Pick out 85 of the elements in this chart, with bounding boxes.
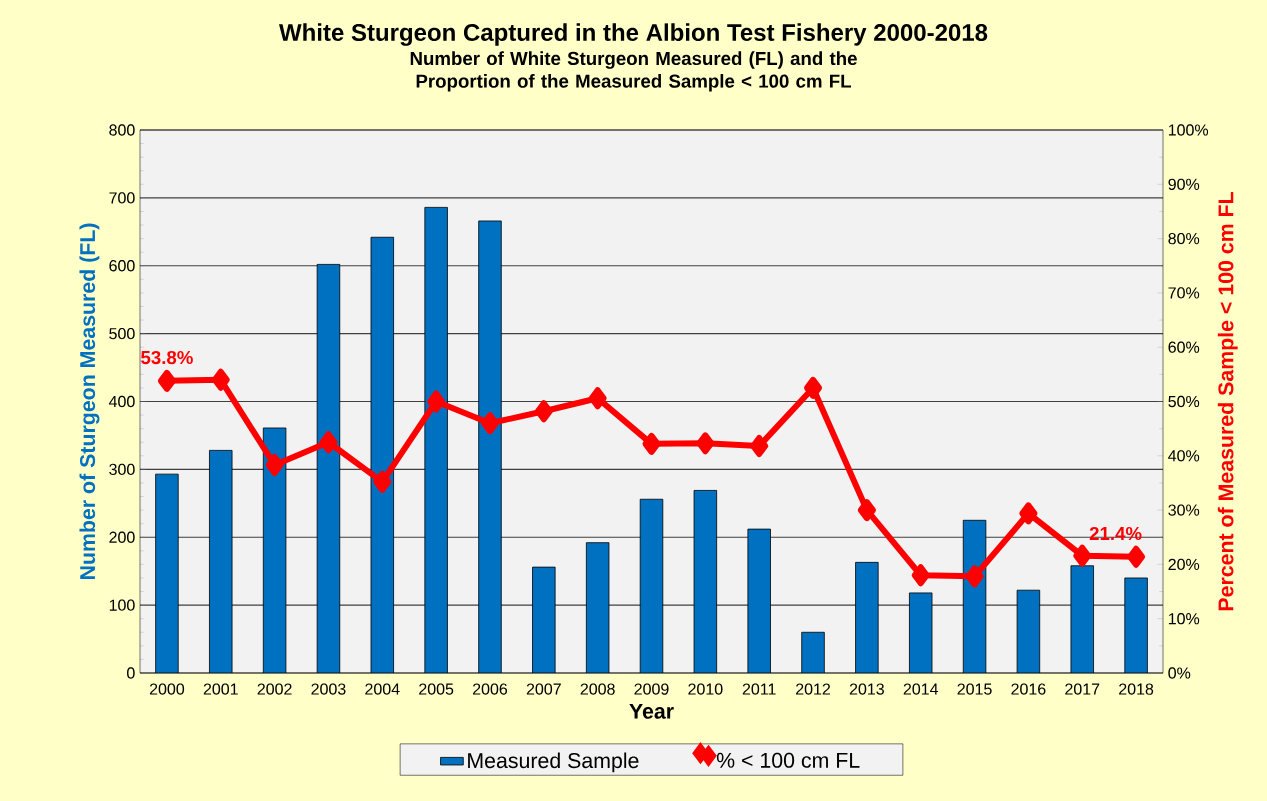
y-tick-label: 100 (109, 599, 135, 611)
y2-axis-title: Percent of Measured Sample < 100 cm FL (1217, 192, 1238, 611)
y2-tick-label: 30% (1168, 504, 1200, 516)
y2-tick-label: 80% (1168, 232, 1200, 245)
x-tick-label: 2010 (688, 683, 723, 695)
x-tick-label: 2017 (1065, 683, 1100, 695)
point (211, 368, 230, 391)
y-axis-title: Number of Sturgeon Measured (FL) (79, 223, 100, 580)
x-tick-label: 2008 (580, 683, 615, 695)
bar (639, 498, 664, 673)
bar (962, 519, 987, 673)
x-tick-label: 2004 (365, 683, 400, 695)
bar (478, 220, 502, 673)
bar (1124, 577, 1148, 673)
y2-tick-label: 70% (1168, 287, 1200, 299)
y-tick-label: 800 (109, 124, 135, 136)
y-tick-label: 500 (109, 327, 135, 340)
y-tick-label: 600 (109, 260, 135, 272)
point (857, 499, 876, 522)
bar (209, 449, 233, 673)
point (750, 435, 769, 458)
y2-tick-label: 20% (1168, 558, 1200, 571)
y2-tick-label: 10% (1168, 613, 1200, 625)
point (804, 376, 823, 399)
y-tick-label: 200 (109, 531, 135, 543)
bar (801, 631, 825, 673)
point (373, 470, 392, 493)
point (157, 369, 176, 392)
y2-tick-label: 60% (1168, 341, 1200, 353)
x-tick-label: 2014 (903, 683, 939, 695)
y2-tick-label: 90% (1168, 178, 1200, 190)
legend-label: % < 100 cm FL (716, 752, 860, 768)
x-tick-label: 2002 (257, 683, 292, 695)
x-tick-label: 2013 (849, 683, 884, 695)
chart-subtitle: Number of White Sturgeon Measured (FL) and the Proportion of the Measured Sample < 100 cm FL (410, 51, 857, 92)
point (965, 565, 984, 588)
x-tick-label: 2016 (1011, 683, 1046, 695)
x-tick-label: 2015 (957, 683, 992, 695)
bar (262, 427, 287, 673)
y2-tick-label: 100% (1168, 124, 1209, 136)
x-tick-label: 2018 (1119, 683, 1154, 695)
y2-tick-label: 0% (1168, 667, 1191, 679)
point (911, 564, 930, 587)
bar (747, 528, 771, 673)
x-axis-title: Year (629, 703, 674, 719)
y-tick-label: 0 (127, 667, 135, 679)
bar (585, 542, 610, 673)
bar (316, 264, 341, 673)
point (588, 387, 607, 410)
x-tick-label: 2007 (526, 683, 561, 695)
y-tick-label: 700 (109, 192, 135, 204)
bar (370, 236, 394, 673)
y2-tick-label: 50% (1168, 395, 1200, 408)
point (480, 412, 499, 435)
legend-label: Measured Sample (468, 752, 639, 773)
bar (1016, 589, 1041, 673)
point (427, 390, 446, 413)
x-tick-label: 2009 (634, 683, 669, 695)
point (696, 432, 715, 455)
x-tick-label: 2012 (796, 683, 831, 695)
x-tick-label: 2011 (742, 683, 776, 695)
point (1073, 544, 1092, 567)
point (265, 454, 284, 477)
bar (909, 592, 933, 673)
data-label: 53.8% (141, 350, 193, 365)
x-tick-label: 2006 (472, 683, 508, 695)
bar (855, 561, 879, 673)
y2-tick-label: 40% (1168, 450, 1200, 462)
chart-title: White Sturgeon Captured in the Albion Test Fishery 2000-2018 (279, 23, 988, 46)
y-tick-label: 300 (109, 463, 135, 476)
point (1019, 502, 1038, 525)
bar (155, 473, 179, 673)
x-tick-label: 2000 (149, 683, 185, 695)
x-tick-label: 2005 (419, 683, 454, 695)
point (642, 432, 661, 455)
bar (532, 566, 556, 673)
y-tick-label: 400 (108, 395, 135, 408)
bar (424, 206, 448, 673)
bar (1070, 565, 1094, 673)
point (319, 431, 338, 454)
x-tick-label: 2003 (311, 683, 346, 695)
bar (693, 490, 718, 673)
point (1127, 545, 1146, 568)
point (534, 400, 553, 423)
x-tick-label: 2001 (203, 683, 238, 695)
